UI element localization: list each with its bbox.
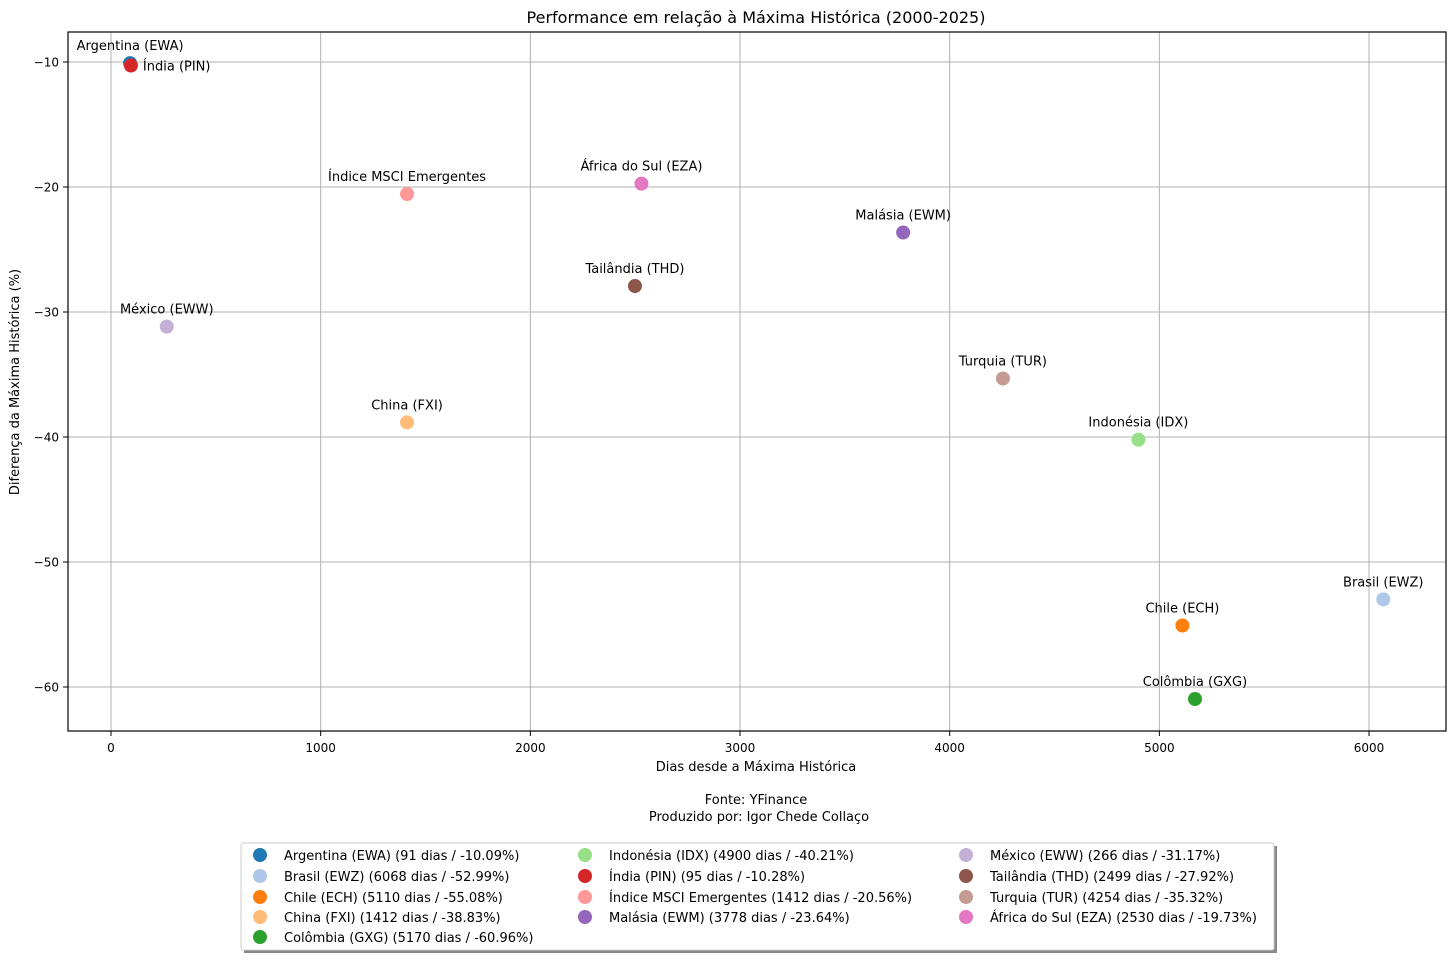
legend-marker: [578, 910, 592, 924]
legend-box: [240, 842, 1275, 951]
data-point: [634, 176, 649, 191]
axis-ticks: 0 1000 2000 3000 4000 5000 6000 −10 −20 −30 −40 −50…: [34, 56, 1385, 756]
legend-marker: [253, 869, 267, 883]
x-axis-label: Dias desde a Máxima Histórica: [656, 760, 857, 775]
point-label: Índice MSCI Emergentes: [328, 169, 486, 185]
point-label: Chile (ECH): [1145, 602, 1219, 617]
grid: [68, 32, 1446, 731]
point-label: China (FXI): [371, 398, 443, 413]
legend-marker: [578, 848, 592, 862]
data-point: [896, 225, 911, 240]
x-tick-label: 6000: [1354, 741, 1385, 755]
data-point: [1187, 692, 1202, 706]
legend-label: Colômbia (GXG) (5170 dias / -60.96%): [284, 931, 533, 946]
data-point: [1175, 618, 1190, 633]
point-label: Malásia (EWM): [855, 209, 951, 224]
x-tick-label: 0: [107, 741, 115, 755]
data-points: Argentina (EWA) Brasil (EWZ) Chile (ECH) Ch…: [77, 39, 1424, 706]
point-label: Brasil (EWZ): [1343, 575, 1423, 590]
legend-label: México (EWW) (266 dias / -31.17%): [990, 849, 1220, 864]
legend-label: Argentina (EWA) (91 dias / -10.09%): [284, 849, 519, 864]
legend-label: Tailândia (THD) (2499 dias / -27.92%): [989, 870, 1234, 885]
point-label: Colômbia (GXG): [1143, 675, 1247, 690]
data-point: [400, 415, 415, 430]
plot-frame: [67, 31, 1447, 732]
legend: Argentina (EWA) (91 dias / -10.09%) Brasi…: [253, 848, 1257, 946]
data-point: [123, 58, 138, 73]
footer-source: Fonte: YFinance: [705, 793, 808, 808]
point-label: Argentina (EWA): [77, 39, 184, 54]
point-label: Índia (PIN): [143, 59, 211, 75]
x-tick-label: 2000: [515, 741, 546, 755]
data-point: [400, 187, 415, 201]
y-tick-label: −50: [34, 556, 59, 570]
legend-marker: [959, 869, 973, 883]
legend-marker: [253, 848, 267, 862]
legend-marker: [253, 930, 267, 944]
legend-label: Indonésia (IDX) (4900 dias / -40.21%): [609, 849, 854, 864]
chart-title: Performance em relação à Máxima Históric…: [527, 8, 986, 27]
point-label: Indonésia (IDX): [1088, 416, 1188, 431]
legend-label: Turquia (TUR) (4254 dias / -35.32%): [989, 891, 1223, 906]
footer-author: Produzido por: Igor Chede Collaço: [649, 810, 869, 825]
legend-label: África do Sul (EZA) (2530 dias / -19.73%…: [990, 910, 1257, 926]
y-axis-label: Diferença da Máxima Histórica (%): [8, 269, 23, 495]
legend-marker: [959, 890, 973, 904]
data-point: [159, 319, 174, 334]
point-label: África do Sul (EZA): [580, 159, 702, 175]
data-point: [1376, 592, 1391, 607]
y-tick-label: −40: [34, 431, 59, 445]
legend-marker: [959, 910, 973, 924]
legend-marker: [253, 890, 267, 904]
y-tick-label: −10: [34, 56, 59, 70]
legend-marker: [578, 890, 592, 904]
x-tick-label: 1000: [305, 741, 336, 755]
legend-label: Malásia (EWM) (3778 dias / -23.64%): [609, 911, 850, 926]
legend-label: Índia (PIN) (95 dias / -10.28%): [609, 869, 805, 885]
legend-marker: [578, 869, 592, 883]
y-tick-label: −60: [34, 681, 59, 695]
x-tick-label: 3000: [725, 741, 756, 755]
x-tick-label: 5000: [1144, 741, 1175, 755]
data-point: [1131, 432, 1146, 447]
x-tick-label: 4000: [934, 741, 965, 755]
legend-label: Brasil (EWZ) (6068 dias / -52.99%): [284, 870, 509, 885]
legend-label: China (FXI) (1412 dias / -38.83%): [284, 911, 501, 926]
data-point: [995, 371, 1010, 386]
point-label: México (EWW): [120, 303, 214, 318]
legend-label: Chile (ECH) (5110 dias / -55.08%): [284, 891, 503, 906]
point-label: Tailândia (THD): [584, 262, 684, 277]
legend-marker: [959, 848, 973, 862]
y-tick-label: −30: [34, 306, 59, 320]
y-tick-label: −20: [34, 181, 59, 195]
data-point: [627, 279, 642, 293]
point-label: Turquia (TUR): [958, 355, 1047, 370]
legend-marker: [253, 910, 267, 924]
legend-label: Índice MSCI Emergentes (1412 dias / -20.…: [609, 890, 912, 906]
